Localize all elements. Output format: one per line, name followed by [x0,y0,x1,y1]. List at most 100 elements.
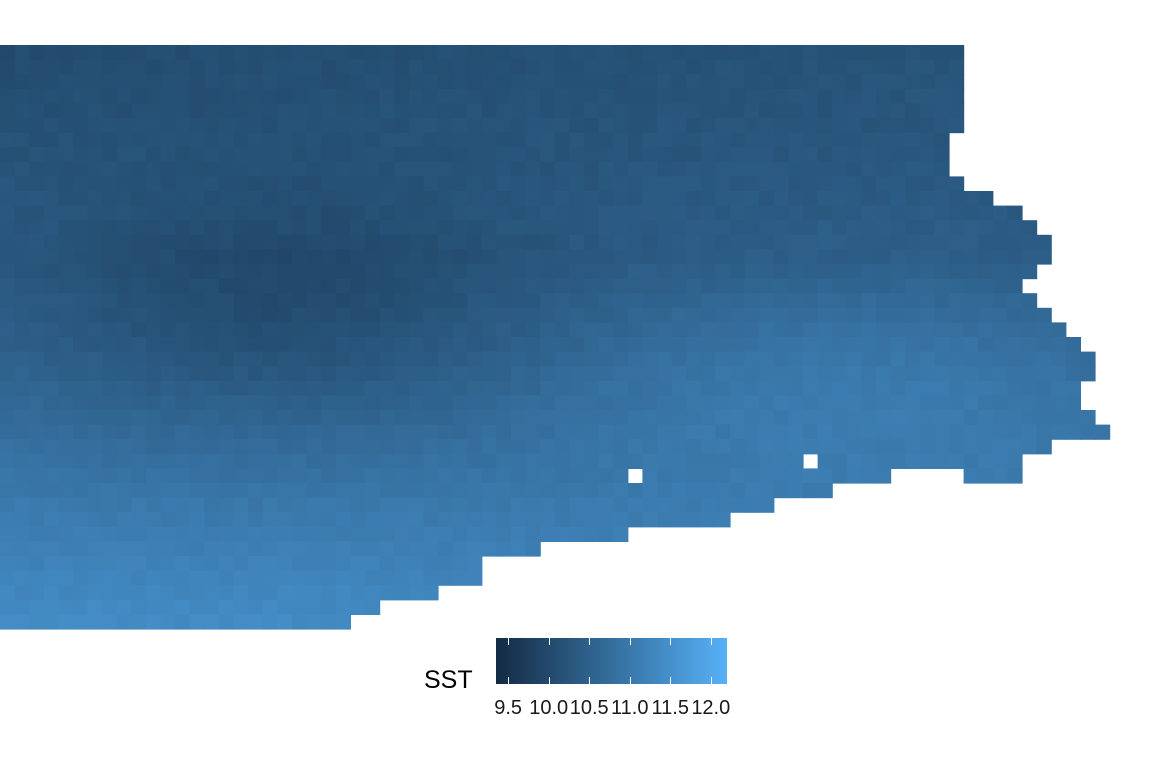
heatmap-cell [759,103,775,119]
heatmap-cell [29,307,45,323]
heatmap-cell [87,147,103,163]
heatmap-cell [554,103,570,119]
heatmap-cell [788,278,804,294]
heatmap-cell [861,439,877,455]
heatmap-cell [160,322,176,338]
heatmap-cell [598,249,614,265]
heatmap-cell [919,191,935,207]
heatmap-cell [540,234,556,250]
heatmap-cell [219,497,235,513]
heatmap-cell [146,132,162,148]
heatmap-cell [350,176,366,192]
heatmap-cell [554,337,570,353]
heatmap-cell [292,74,308,90]
heatmap-cell [1065,366,1081,382]
heatmap-cell [321,176,337,192]
heatmap-cell [511,118,527,134]
heatmap-cell [905,439,921,455]
heatmap-cell [511,278,527,294]
heatmap-cell [29,410,45,426]
heatmap-cell [73,380,89,396]
heatmap-cell [554,424,570,440]
heatmap-cell [584,234,600,250]
heatmap-cell [715,410,731,426]
heatmap-cell [379,483,395,499]
heatmap-cell [700,366,716,382]
heatmap-cell [1007,453,1023,469]
heatmap-cell [1007,439,1023,455]
heatmap-cell [511,191,527,207]
heatmap-cell [379,118,395,134]
heatmap-cell [642,497,658,513]
heatmap-cell [0,585,16,601]
heatmap-cell [788,322,804,338]
heatmap-cell [335,278,351,294]
heatmap-cell [744,483,760,499]
heatmap-cell [204,497,220,513]
heatmap-cell [613,322,629,338]
heatmap-cell [394,468,410,484]
heatmap-cell [1007,395,1023,411]
heatmap-cell [438,512,454,528]
heatmap-cell [700,74,716,90]
heatmap-cell [394,570,410,586]
heatmap-cell [817,293,833,309]
heatmap-cell [189,453,205,469]
heatmap-cell [452,439,468,455]
heatmap-cell [394,161,410,177]
heatmap-cell [146,103,162,119]
heatmap-cell [554,278,570,294]
heatmap-cell [365,570,381,586]
heatmap-cell [408,570,424,586]
heatmap-cell [803,278,819,294]
heatmap-cell [452,147,468,163]
heatmap-cell [788,453,804,469]
heatmap-cell [642,512,658,528]
heatmap-cell [14,278,30,294]
heatmap-cell [540,176,556,192]
heatmap-cell [262,191,278,207]
heatmap-cell [219,74,235,90]
heatmap-cell [219,293,235,309]
heatmap-cell [744,249,760,265]
heatmap-cell [803,351,819,367]
heatmap-cell [613,366,629,382]
heatmap-cell [452,453,468,469]
heatmap-cell [306,118,322,134]
heatmap-cell [204,556,220,572]
heatmap-cell [408,264,424,280]
heatmap-cell [715,118,731,134]
heatmap-cell [569,234,585,250]
heatmap-cell [992,220,1008,236]
heatmap-cell [700,337,716,353]
heatmap-cell [43,88,59,104]
heatmap-cell [657,205,673,221]
heatmap-cell [0,293,16,309]
heatmap-cell [277,439,293,455]
heatmap-cell [277,351,293,367]
heatmap-cell [335,439,351,455]
heatmap-cell [350,585,366,601]
heatmap-cell [992,293,1008,309]
heatmap-cell [700,103,716,119]
heatmap-cell [1065,380,1081,396]
heatmap-cell [131,220,147,236]
heatmap-cell [846,337,862,353]
heatmap-cell [832,220,848,236]
heatmap-cell [992,380,1008,396]
heatmap-cell [919,88,935,104]
heatmap-cell [189,614,205,630]
heatmap-cell [321,424,337,440]
heatmap-cell [335,161,351,177]
heatmap-cell [846,103,862,119]
heatmap-cell [905,337,921,353]
heatmap-cell [744,220,760,236]
heatmap-cell [627,132,643,148]
heatmap-cell [642,220,658,236]
heatmap-cell [233,103,249,119]
heatmap-cell [773,249,789,265]
heatmap-cell [175,468,191,484]
heatmap-cell [569,103,585,119]
heatmap-cell [29,453,45,469]
heatmap-cell [233,118,249,134]
